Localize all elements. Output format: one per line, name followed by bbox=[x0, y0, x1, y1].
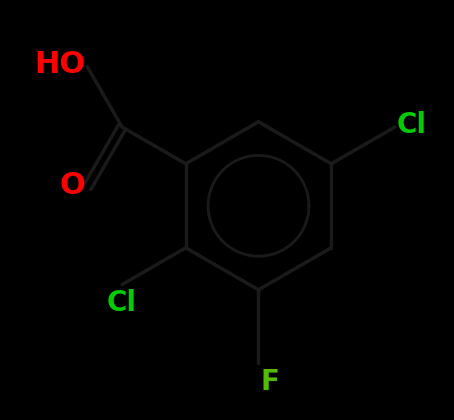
Text: HO: HO bbox=[34, 50, 85, 79]
Text: Cl: Cl bbox=[107, 289, 137, 317]
Text: Cl: Cl bbox=[397, 111, 427, 139]
Text: O: O bbox=[59, 171, 85, 200]
Text: F: F bbox=[261, 368, 280, 396]
